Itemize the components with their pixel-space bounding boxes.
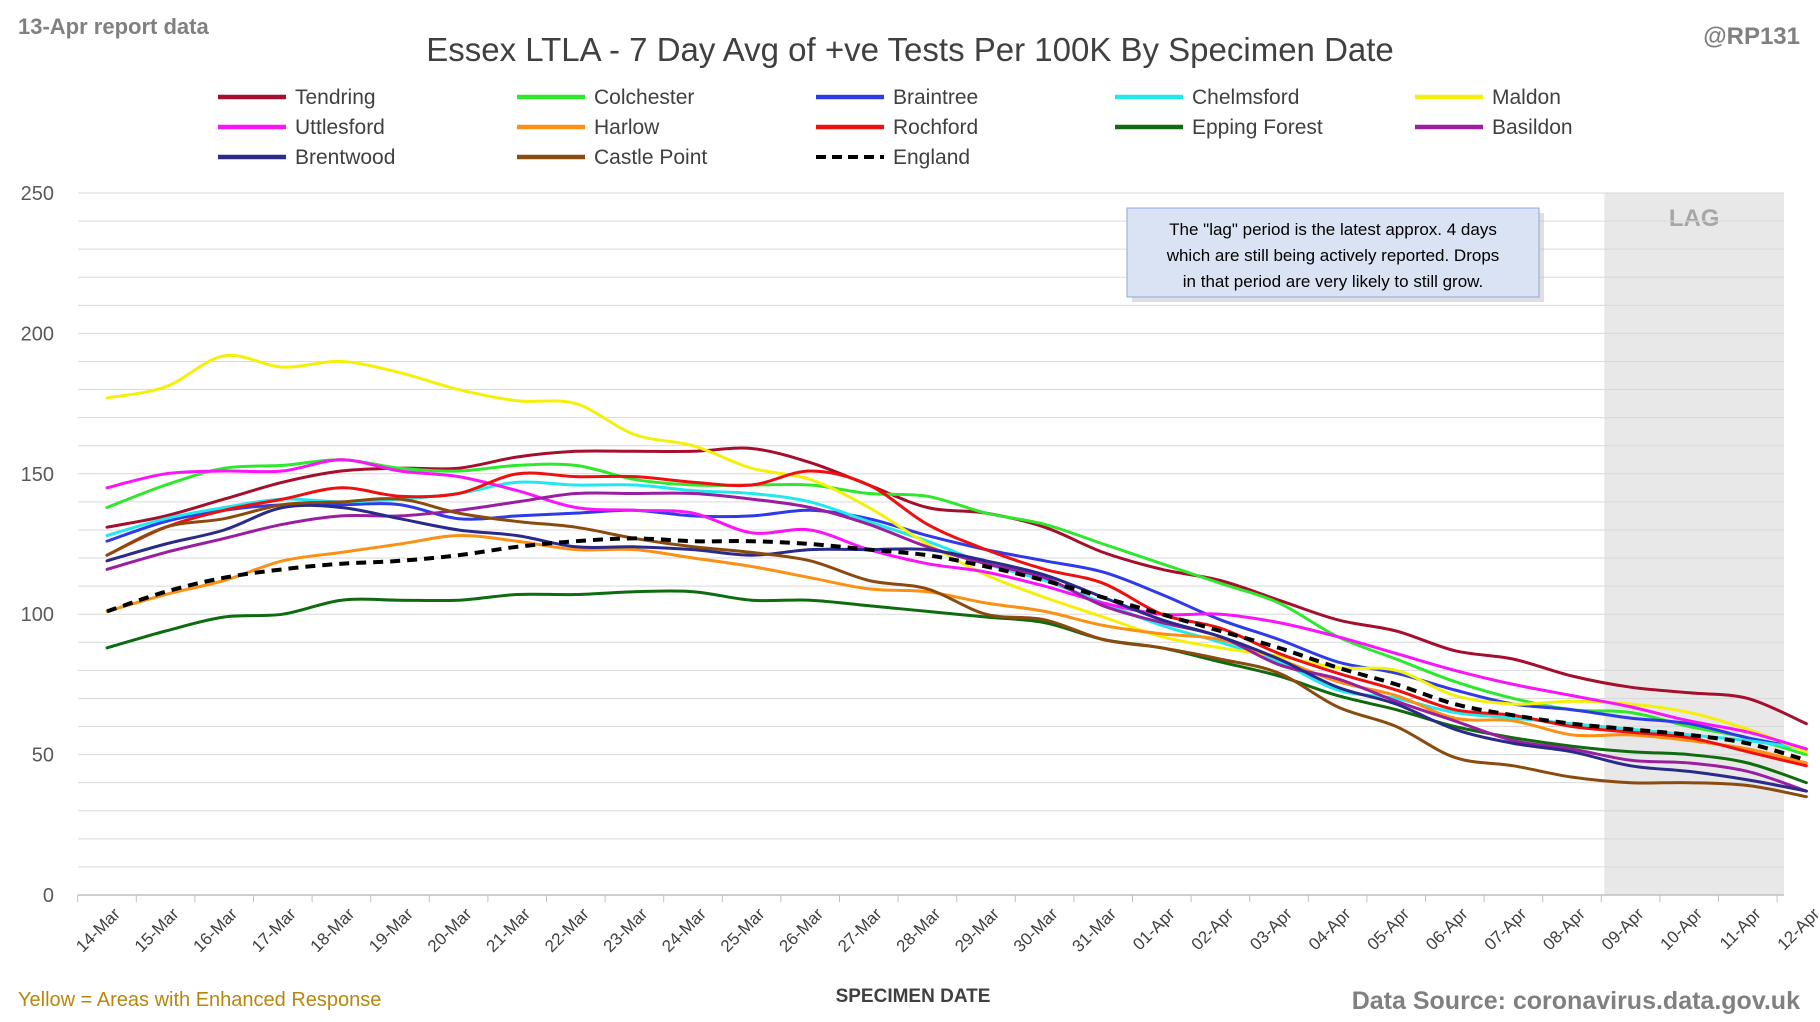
report-date-label: 13-Apr report data: [18, 14, 209, 39]
legend-label: Harlow: [594, 116, 660, 139]
series-line-basildon: [105, 491, 1808, 793]
x-axis-label: SPECIMEN DATE: [836, 986, 991, 1007]
series-line-castle-point: [105, 497, 1808, 799]
legend-item-rochford: Rochford: [816, 116, 978, 139]
series-line-epping-forest: [105, 589, 1808, 785]
legend-item-chelmsford: Chelmsford: [1115, 86, 1299, 109]
lag-region: LAG: [1604, 193, 1784, 895]
y-tick-label: 50: [32, 745, 54, 767]
y-tick-label: 200: [21, 323, 54, 345]
legend-label: Tendring: [295, 86, 376, 109]
legend-label: Chelmsford: [1192, 86, 1299, 109]
series-line-brentwood: [105, 503, 1808, 793]
legend: Tendring Colchester Braintree Chelmsford Mal…: [218, 86, 1573, 169]
legend-label: England: [893, 146, 970, 169]
legend-label: Maldon: [1492, 86, 1561, 109]
legend-item-castle-point: Castle Point: [517, 146, 707, 169]
legend-item-england: England: [816, 146, 970, 169]
lag-annotation: The "lag" period is the latest approx. 4…: [1126, 207, 1544, 302]
legend-label: Epping Forest: [1192, 116, 1323, 139]
enhanced-response-note: Yellow = Areas with Enhanced Response: [18, 989, 381, 1011]
legend-item-colchester: Colchester: [517, 86, 694, 109]
legend-item-epping-forest: Epping Forest: [1115, 116, 1323, 139]
legend-label: Colchester: [594, 86, 694, 109]
y-tick-label: 0: [43, 885, 54, 907]
chart-title: Essex LTLA - 7 Day Avg of +ve Tests Per …: [426, 31, 1394, 68]
data-source: Data Source: coronavirus.data.gov.uk: [1352, 987, 1800, 1015]
annotation-box: [1126, 207, 1540, 298]
lag-shading: [1604, 193, 1784, 895]
legend-item-braintree: Braintree: [816, 86, 978, 109]
legend-label: Brentwood: [295, 146, 395, 169]
legend-item-uttlesford: Uttlesford: [218, 116, 385, 139]
annotation-line: The "lag" period is the latest approx. 4…: [1169, 220, 1497, 239]
series-line-maldon: [105, 353, 1808, 754]
author-handle: @RP131: [1703, 23, 1800, 50]
legend-label: Rochford: [893, 116, 978, 139]
series-lines: [105, 353, 1808, 799]
annotation-line: which are still being actively reported.…: [1166, 246, 1500, 265]
series-line-harlow: [105, 534, 1808, 765]
legend-label: Uttlesford: [295, 116, 385, 139]
y-tick-label: 250: [21, 183, 54, 205]
legend-label: Basildon: [1492, 116, 1573, 139]
annotation-line: in that period are very likely to still …: [1183, 272, 1483, 291]
lag-label: LAG: [1669, 205, 1720, 232]
legend-item-brentwood: Brentwood: [218, 146, 395, 169]
legend-item-basildon: Basildon: [1415, 116, 1573, 139]
legend-label: Braintree: [893, 86, 978, 109]
y-tick-label: 150: [21, 464, 54, 486]
legend-item-maldon: Maldon: [1415, 86, 1561, 109]
series-line-uttlesford: [105, 458, 1808, 751]
legend-item-harlow: Harlow: [517, 116, 660, 139]
legend-item-tendring: Tendring: [218, 86, 376, 109]
legend-label: Castle Point: [594, 146, 707, 169]
y-tick-label: 100: [21, 604, 54, 626]
gridlines: [78, 192, 1784, 868]
series-line-colchester: [105, 458, 1808, 757]
series-line-england: [106, 536, 1807, 763]
